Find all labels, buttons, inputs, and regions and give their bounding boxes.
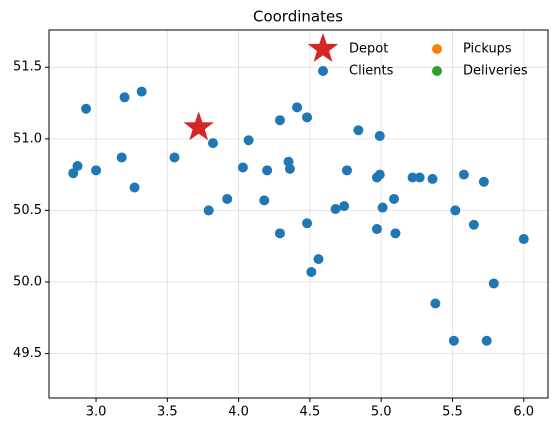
- point: [302, 218, 313, 229]
- point: [427, 173, 438, 184]
- point: [169, 152, 180, 163]
- point: [488, 278, 499, 289]
- point: [432, 44, 442, 54]
- point: [374, 130, 385, 141]
- point: [119, 92, 130, 103]
- point: [259, 195, 270, 206]
- point: [371, 172, 382, 183]
- point: [407, 172, 418, 183]
- y-tick-label: 51.0: [13, 131, 42, 146]
- x-tick-label: 4.5: [300, 405, 321, 420]
- point: [339, 201, 350, 212]
- point: [430, 298, 441, 309]
- point: [91, 165, 102, 176]
- grid: [49, 30, 548, 398]
- point: [318, 66, 328, 76]
- point: [478, 176, 489, 187]
- point: [458, 169, 469, 180]
- point: [306, 266, 317, 277]
- point: [450, 205, 461, 216]
- marks: [68, 86, 529, 346]
- point: [448, 335, 459, 346]
- ticks: 3.0 3.5 4.0 4.5 5.0 5.5 6.0 49.5 50.0 50.5 51.0 51.…: [13, 60, 534, 420]
- y-tick-label: 49.5: [13, 346, 42, 361]
- x-tick-label: 6.0: [513, 405, 534, 420]
- point: [432, 66, 442, 76]
- point: [207, 138, 218, 149]
- point: [274, 115, 285, 126]
- point: [377, 202, 388, 213]
- point: [389, 193, 400, 204]
- point: [222, 193, 233, 204]
- point: [330, 203, 341, 214]
- point: [341, 165, 352, 176]
- point: [68, 168, 79, 179]
- legend-label: Pickups: [463, 42, 512, 57]
- y-tick-label: 50.5: [13, 203, 42, 218]
- legend-label: Depot: [349, 42, 388, 57]
- star-marker: [183, 111, 214, 141]
- point: [371, 224, 382, 235]
- point: [129, 182, 140, 193]
- point: [203, 205, 214, 216]
- x-tick-label: 3.0: [86, 405, 107, 420]
- y-tick-label: 50.0: [13, 275, 42, 290]
- x-tick-label: 4.0: [228, 405, 249, 420]
- point: [353, 125, 364, 136]
- point: [518, 234, 529, 245]
- point: [136, 86, 147, 97]
- point: [243, 135, 254, 146]
- point: [284, 163, 295, 174]
- point: [116, 152, 127, 163]
- point: [414, 172, 425, 183]
- point: [313, 254, 324, 265]
- x-tick-label: 3.5: [157, 405, 178, 420]
- point: [81, 103, 92, 114]
- chart-title: Coordinates: [253, 8, 343, 26]
- star-marker: [307, 33, 339, 62]
- point: [262, 165, 273, 176]
- x-tick-label: 5.0: [371, 405, 392, 420]
- point: [390, 228, 401, 239]
- point: [481, 335, 492, 346]
- point: [292, 102, 303, 113]
- point: [468, 219, 479, 230]
- legend-label: Deliveries: [463, 64, 528, 79]
- x-tick-label: 5.5: [442, 405, 463, 420]
- point: [302, 112, 313, 123]
- y-tick-label: 51.5: [13, 60, 42, 75]
- legend-label: Clients: [349, 64, 394, 79]
- plot-frame: [48, 29, 549, 399]
- point: [237, 162, 248, 173]
- legend: Depot Clients Pickups Deliveries: [307, 33, 528, 79]
- point: [274, 228, 285, 239]
